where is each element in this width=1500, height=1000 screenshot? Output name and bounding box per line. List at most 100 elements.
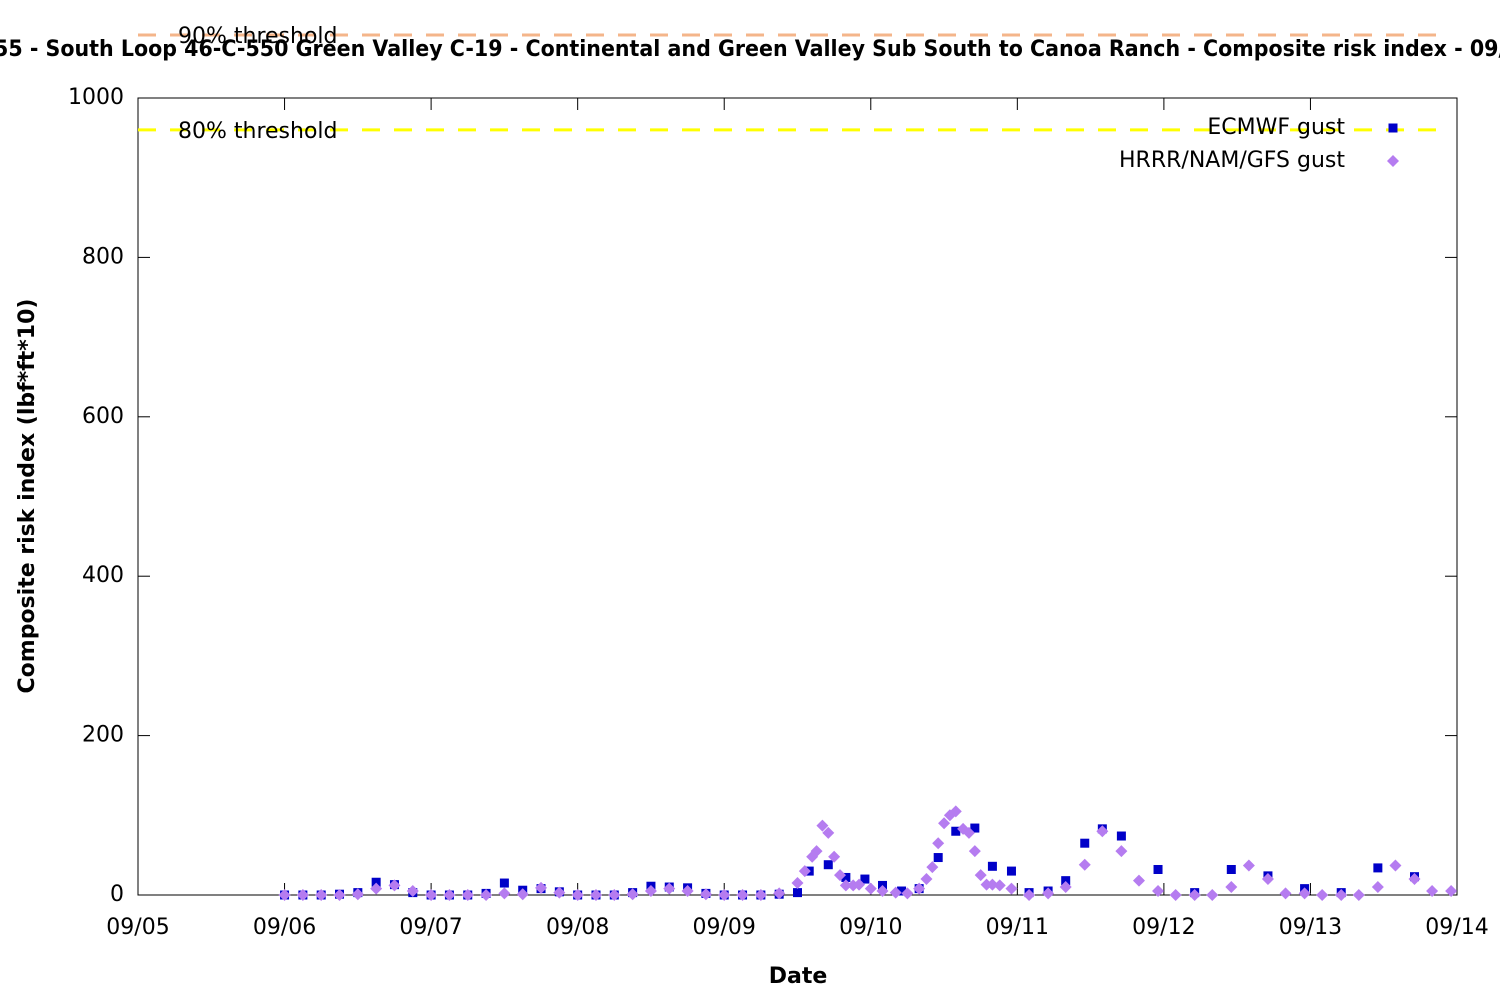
point xyxy=(828,850,841,863)
point xyxy=(823,860,833,870)
point xyxy=(1080,838,1090,848)
x-tick-label: 09/14 xyxy=(1425,915,1488,940)
point xyxy=(993,879,1006,892)
point xyxy=(798,865,811,878)
point xyxy=(663,882,676,895)
point xyxy=(1005,882,1018,895)
y-tick-label: 800 xyxy=(82,244,124,269)
point xyxy=(1206,889,1219,901)
y-tick-label: 200 xyxy=(82,723,124,748)
point xyxy=(1226,864,1236,874)
point xyxy=(1059,881,1072,894)
y-tick-label: 0 xyxy=(110,882,124,907)
point xyxy=(889,886,902,899)
point xyxy=(333,889,346,901)
point xyxy=(699,888,712,901)
point xyxy=(1115,845,1128,858)
point xyxy=(370,882,383,895)
x-tick-label: 09/12 xyxy=(1132,915,1195,940)
point xyxy=(841,872,851,882)
threshold-label: 90% threshold xyxy=(178,24,338,49)
point xyxy=(1426,885,1439,898)
y-tick-label: 1000 xyxy=(68,85,124,110)
point xyxy=(498,887,511,900)
y-tick-label: 400 xyxy=(82,563,124,588)
point xyxy=(834,869,847,882)
point xyxy=(443,889,456,901)
x-axis-label: Date xyxy=(769,964,828,989)
point xyxy=(1153,864,1163,874)
point xyxy=(897,886,907,896)
point xyxy=(1023,889,1036,901)
point xyxy=(608,889,621,901)
point xyxy=(913,882,926,895)
point xyxy=(970,823,980,833)
point xyxy=(1042,887,1055,900)
point xyxy=(926,861,939,874)
point xyxy=(1335,889,1348,901)
point xyxy=(1152,885,1165,898)
point xyxy=(864,882,877,895)
point xyxy=(461,889,474,901)
legend-label: HRRR/NAM/GFS gust xyxy=(1119,148,1345,173)
point xyxy=(901,887,914,900)
y-tick-label: 600 xyxy=(82,404,124,429)
point xyxy=(773,887,786,900)
point xyxy=(962,826,975,839)
point xyxy=(388,879,401,892)
legend-marker xyxy=(1388,123,1398,133)
point xyxy=(589,889,602,901)
x-tick-label: 09/13 xyxy=(1279,915,1342,940)
x-tick-label: 09/06 xyxy=(253,915,316,940)
point xyxy=(1169,889,1182,901)
point xyxy=(1096,825,1109,838)
point xyxy=(949,805,962,818)
point xyxy=(1445,885,1458,898)
point xyxy=(296,889,309,901)
point xyxy=(822,826,835,839)
point xyxy=(718,889,731,901)
point xyxy=(1371,881,1384,894)
point xyxy=(839,879,852,892)
point xyxy=(791,877,804,890)
x-tick-label: 09/09 xyxy=(693,915,756,940)
point xyxy=(1316,889,1329,901)
point xyxy=(876,885,889,898)
point xyxy=(278,889,291,901)
point xyxy=(920,873,933,886)
point xyxy=(553,886,566,899)
point xyxy=(810,845,823,858)
point xyxy=(793,888,802,898)
point xyxy=(974,869,987,882)
point xyxy=(1188,889,1201,901)
chart-title: 55 - South Loop 46-C-550 Green Valley C-… xyxy=(0,37,1500,62)
point xyxy=(1298,887,1311,900)
x-tick-label: 09/05 xyxy=(106,915,169,940)
point xyxy=(1408,873,1421,886)
legend-marker xyxy=(1387,155,1399,167)
point xyxy=(1225,881,1238,894)
point xyxy=(860,874,870,884)
point xyxy=(987,861,997,871)
point xyxy=(1006,866,1016,876)
y-axis-label: Composite risk index (lbf*ft*10) xyxy=(15,299,40,694)
point xyxy=(736,889,749,901)
x-tick-label: 09/08 xyxy=(546,915,609,940)
point xyxy=(516,888,529,901)
point xyxy=(499,878,509,888)
point xyxy=(351,888,364,901)
point xyxy=(816,819,829,832)
point xyxy=(968,845,981,858)
point xyxy=(938,817,951,830)
point xyxy=(371,877,381,887)
point xyxy=(1061,876,1071,886)
x-tick-label: 09/11 xyxy=(986,915,1049,940)
point xyxy=(1373,863,1383,873)
point xyxy=(480,889,493,901)
point xyxy=(1242,859,1255,872)
point xyxy=(1261,873,1274,886)
point xyxy=(1078,858,1091,871)
legend-label: ECMWF gust xyxy=(1207,115,1345,140)
point xyxy=(1352,889,1365,901)
